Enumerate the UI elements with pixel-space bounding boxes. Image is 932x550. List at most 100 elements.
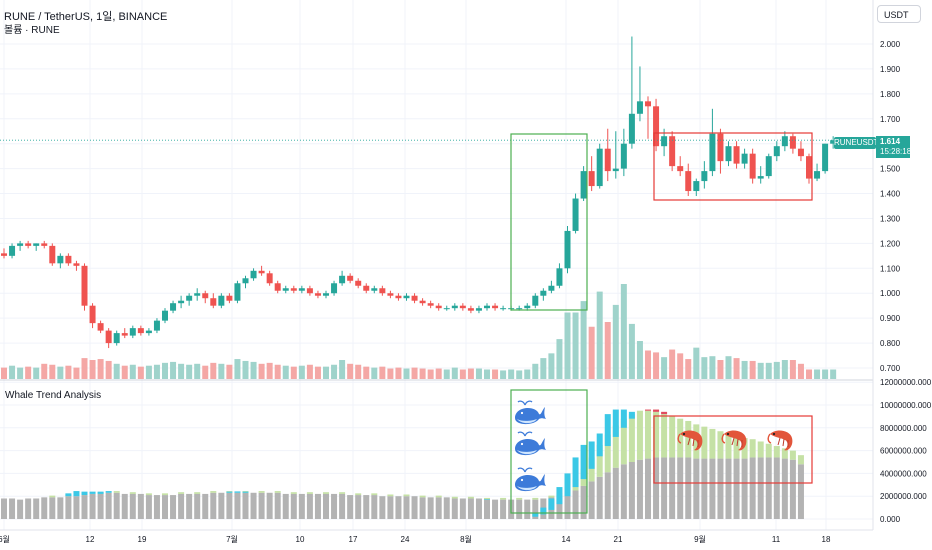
volume-bar [467, 368, 474, 379]
candle-body [49, 245, 56, 264]
whale-gray-bar [419, 497, 426, 519]
whale-belly [517, 450, 537, 455]
whale-gray-bar [371, 495, 378, 519]
whale-gray-bar [403, 496, 410, 519]
time-tick-label: 11 [772, 535, 781, 544]
whale-gray-bar [636, 459, 643, 519]
whale-lime-bar [49, 495, 56, 498]
volume-bar [387, 368, 394, 379]
whale-gray-bar [580, 485, 587, 519]
whale-cyan-bar [564, 473, 571, 497]
volume-bar [186, 364, 193, 379]
volume-bar [540, 358, 547, 379]
volume-bar [725, 356, 732, 379]
volume-bar [741, 360, 748, 379]
volume-bar [226, 364, 233, 379]
candle-body [500, 308, 507, 310]
candle-body [170, 303, 177, 311]
volume-bar [492, 369, 499, 379]
time-tick-label: 6월 [0, 534, 10, 544]
whale-cyan-bar [556, 487, 563, 505]
whale-lime-bar [467, 496, 474, 499]
whale-gray-bar [781, 458, 788, 519]
candle-body [113, 333, 120, 344]
whale-cyan-bar [484, 499, 490, 500]
candle-body [97, 323, 104, 331]
volume-bar [145, 365, 152, 379]
candle-body [210, 298, 217, 306]
currency-button[interactable]: USDT [877, 5, 921, 23]
shrimp-body [770, 430, 793, 451]
whale-eye [520, 411, 524, 415]
candle-body [194, 293, 201, 296]
whale-lime-bar [661, 414, 668, 458]
volume-bar [419, 368, 426, 379]
volume-bar [137, 366, 144, 379]
volume-bar [266, 362, 273, 379]
indicator-title: Whale Trend Analysis [5, 390, 102, 401]
price-tick-label: 1.200 [880, 239, 901, 248]
whale-lime-bar [636, 410, 643, 460]
whale-lime-bar [797, 455, 804, 465]
whale-cyan-bar [612, 409, 619, 437]
time-tick-label: 18 [822, 535, 831, 544]
volume-bar [822, 369, 829, 379]
whale-gray-bar [516, 499, 523, 519]
whale-eye [520, 478, 524, 482]
whale-lime-bar [323, 492, 329, 494]
shrimp-icon [767, 430, 793, 451]
candle-body [822, 143, 829, 172]
whale-cyan-bar [604, 414, 611, 447]
whale-tick-label: 12000000.000 [880, 378, 932, 387]
shrimp-antenna [677, 433, 682, 444]
whale-gray-bar [524, 499, 531, 519]
price-tick-label: 0.900 [880, 314, 901, 323]
volume-bar [572, 312, 579, 379]
whale-cyan-bar [596, 433, 603, 457]
price-tick-label: 0.700 [880, 364, 901, 373]
shrimp-icon [677, 430, 703, 451]
volume-bar [806, 369, 812, 379]
whale-gray-bar [789, 459, 796, 519]
whale-gray-bar [113, 492, 120, 519]
time-tick-label: 7월 [226, 534, 238, 544]
whale-gray-bar [628, 462, 635, 519]
whale-cyan-bar [588, 441, 595, 469]
candle-body [757, 176, 764, 179]
whale-lime-bar [129, 492, 136, 494]
whale-gray-bar [105, 492, 112, 519]
whale-gray-bar [451, 498, 458, 519]
volume-bar [1, 367, 7, 379]
volume-bars [1, 284, 837, 379]
whale-tick-label: 2000000.000 [880, 492, 927, 501]
whale-lime-bar [588, 457, 595, 482]
whale-cyan-bar [540, 507, 547, 515]
volume-bar [363, 366, 370, 379]
whale-lime-bar [612, 425, 619, 468]
whale-lime-bar [290, 492, 297, 494]
whale-cyan-bar [97, 491, 104, 494]
whale-icon [515, 467, 546, 492]
whale-gray-bar [701, 458, 708, 519]
candle-body [250, 270, 257, 279]
volume-bar [830, 369, 837, 379]
whale-gray-bar [218, 492, 225, 519]
volume-bar [588, 326, 595, 379]
volume-bar [105, 360, 112, 379]
volume-bar [298, 365, 305, 379]
volume-bar [323, 366, 329, 379]
volume-bar [121, 365, 128, 379]
whale-gray-bar [612, 467, 619, 519]
whale-lime-bar [620, 418, 627, 465]
whale-spout [517, 431, 533, 437]
shrimp-icon [721, 430, 747, 451]
candle-body [306, 288, 313, 294]
whale-gray-bar [749, 457, 756, 519]
whale-gray-bar [757, 457, 764, 519]
candle-body [709, 133, 716, 172]
candle-body [266, 273, 273, 284]
shrimp-eye [726, 432, 730, 436]
whale-cyan-bar [89, 491, 96, 494]
whale-lime-bar [773, 446, 780, 458]
whale-lime-bar [733, 435, 740, 459]
